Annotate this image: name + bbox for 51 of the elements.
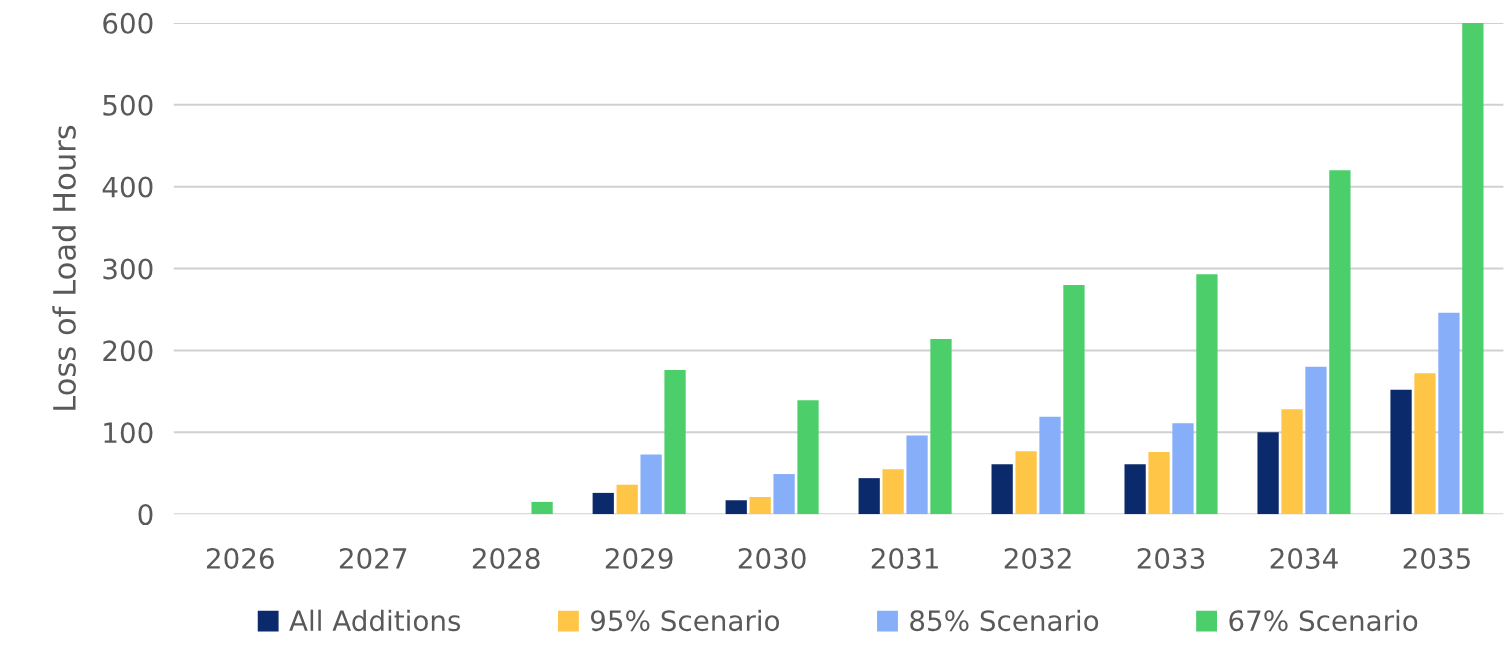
bar	[1196, 274, 1218, 515]
y-tick-label: 400	[102, 176, 153, 198]
legend-label: 85% Scenario	[910, 609, 1099, 632]
bar	[1462, 22, 1484, 515]
bar	[930, 338, 952, 515]
x-tick-label: 2027	[339, 548, 407, 570]
bar	[882, 469, 904, 515]
bar	[1329, 170, 1351, 515]
x-tick-label: 2031	[871, 548, 938, 570]
y-tick-label: 300	[103, 258, 153, 280]
y-tick-label: 200	[103, 340, 153, 362]
x-tick-label: 2028	[472, 548, 540, 570]
x-tick-label: 2032	[1004, 548, 1071, 570]
bar	[1172, 423, 1194, 515]
y-tick-label: 500	[103, 94, 153, 116]
bar	[991, 464, 1013, 515]
x-tick-label: 2033	[1137, 548, 1205, 570]
bar	[1015, 451, 1037, 515]
bar	[616, 484, 638, 515]
bar	[797, 400, 819, 515]
bar	[906, 435, 928, 515]
y-axis-title: Loss of Load Hours	[52, 125, 76, 410]
bar	[1148, 451, 1170, 515]
bar	[1281, 409, 1303, 515]
x-tick-label: 2034	[1270, 548, 1338, 570]
bar	[664, 370, 686, 515]
y-tick-label: 0	[138, 504, 153, 526]
bar	[773, 474, 795, 515]
bar	[858, 478, 880, 515]
bar	[1438, 312, 1460, 515]
bar	[1390, 389, 1412, 515]
y-tick-label: 100	[104, 422, 153, 444]
x-tick-label: 2030	[738, 548, 806, 570]
legend-label: 95% Scenario	[590, 609, 780, 632]
y-tick-label: 600	[103, 12, 153, 34]
bar	[592, 492, 614, 515]
bar	[1257, 432, 1279, 515]
legend-label: All Additions	[289, 609, 461, 632]
legend-label: 67% Scenario	[1229, 609, 1418, 632]
bar	[1039, 416, 1061, 515]
bar	[749, 496, 771, 515]
bar	[725, 500, 747, 515]
bar	[1414, 373, 1436, 515]
bar	[1124, 464, 1146, 515]
x-tick-label: 2029	[605, 548, 673, 570]
x-tick-label: 2035	[1403, 548, 1470, 570]
bar	[640, 454, 662, 515]
bar	[1063, 284, 1085, 515]
x-tick-label: 2026	[206, 548, 274, 570]
bar	[531, 501, 553, 515]
bar	[1305, 366, 1327, 515]
